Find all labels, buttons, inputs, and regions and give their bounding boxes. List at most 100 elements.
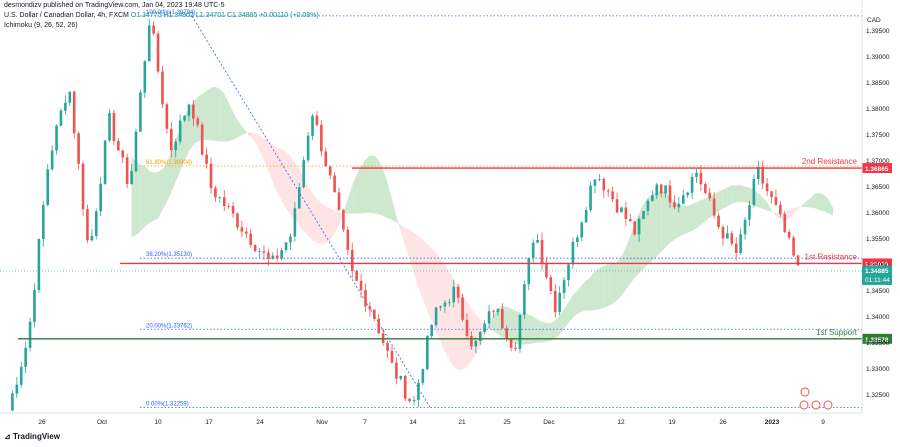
candle-body [430,324,433,336]
tradingview-logo[interactable]: ⊿ TradingView [4,432,60,441]
ichimoku-cloud-segment [766,202,772,212]
ichimoku-cloud-segment [356,166,361,214]
indicator-label[interactable]: Ichimoku (9, 26, 52, 26) [4,22,78,29]
candle-body [403,375,407,399]
ichimoku-cloud-segment [360,159,366,214]
candle-body [668,185,672,203]
ichimoku-cloud-segment [621,247,626,296]
fib-level-label: 0.00%(1.32259) [146,401,189,407]
ichimoku-cloud-segment [272,144,278,193]
candle-body [465,319,469,337]
ichimoku-cloud-segment [237,120,242,138]
ichimoku-cloud-segment [268,141,273,182]
candle-body [86,209,89,241]
candle-body [417,382,420,400]
x-tick-label: 19 [668,419,676,426]
ichimoku-cloud-segment [374,155,379,215]
candle-body [390,350,394,363]
candle-body [721,227,725,239]
candle-body [681,195,685,204]
ichimoku-cloud-segment [241,126,247,135]
candle-body [730,233,734,244]
ichimoku-cloud-segment [400,224,406,246]
candle-body [134,131,138,172]
candle-body [200,124,204,155]
ichimoku-cloud-segment [334,210,339,234]
x-tick-label: 12 [617,419,625,426]
candle-body [346,229,350,250]
candle-body [615,199,619,213]
candle-body [779,204,782,214]
y-tick-label: 1.38000 [866,106,890,113]
candle-body [646,200,650,211]
candle-body [456,286,460,298]
ichimoku-cloud-segment [153,172,158,221]
ichimoku-cloud-segment [325,205,331,244]
ichimoku-cloud-segment [422,239,428,311]
ichimoku-cloud-segment [806,197,812,208]
candle-body [620,207,623,213]
symbol-name[interactable]: U.S. Dollar / Canadian Dollar, 4h, FXCM [4,12,129,19]
candle-body [699,172,703,185]
candle-body [11,393,14,411]
candle-body [523,284,526,315]
ichimoku-cloud-segment [815,193,820,211]
ichimoku-cloud-segment [281,149,286,209]
candle-body [439,306,442,308]
ichimoku-cloud-segment [290,156,295,221]
ichimoku-cloud-segment [149,170,154,224]
candle-body [147,25,151,62]
candle-body [756,167,760,180]
candle-body [584,210,588,223]
economic-event-icon [823,400,833,410]
candle-body [222,197,226,207]
candle-body [739,234,742,254]
y-tick-label: 1.35000 [866,262,890,269]
candle-body [355,270,358,281]
ichimoku-cloud-segment [568,295,573,324]
candle-body [289,236,292,243]
ichimoku-cloud-segment [316,198,322,244]
ichimoku-cloud-segment [665,192,670,248]
economic-event-icon [800,387,810,397]
ichimoku-cloud-segment [259,135,264,160]
candle-body [94,211,98,236]
candle-body [487,311,491,324]
fib-trend-line [191,15,431,408]
candle-body [386,343,389,351]
ichimoku-cloud-segment [661,191,666,253]
ichimoku-cloud-segment [824,194,829,214]
candle-body [359,280,363,291]
key-level-price-text: 1.33578 [865,337,889,344]
candle-body [664,185,667,194]
candle-body [249,233,253,245]
ichimoku-cloud-segment [683,205,688,235]
ichimoku-cloud-segment [555,315,560,339]
ichimoku-cloud-segment [599,266,604,310]
candle-body [209,163,213,189]
candle-body [553,291,557,313]
ichimoku-cloud-segment [793,207,798,214]
x-tick-label: 17 [205,419,213,426]
candle-body [531,242,535,258]
ichimoku-cloud-segment [444,264,450,361]
candle-body [452,286,456,303]
y-tick-label: 1.34000 [866,314,890,321]
ichimoku-cloud-segment [797,204,803,210]
candle-body [187,104,191,116]
x-tick-label: 14 [409,419,417,426]
ichimoku-cloud-segment [277,147,282,201]
ichimoku-cloud-segment [603,264,609,308]
candle-body [734,243,738,254]
candle-body [205,154,208,164]
candle-body [792,237,795,256]
candle-body [19,366,23,385]
candle-body [192,104,195,119]
ichimoku-cloud-segment [674,201,679,240]
candle-body [364,290,367,307]
candle-body [90,235,94,241]
ichimoku-cloud-segment [718,189,723,212]
ichimoku-cloud-segment [819,193,825,212]
ichimoku-cloud-segment [762,196,767,211]
